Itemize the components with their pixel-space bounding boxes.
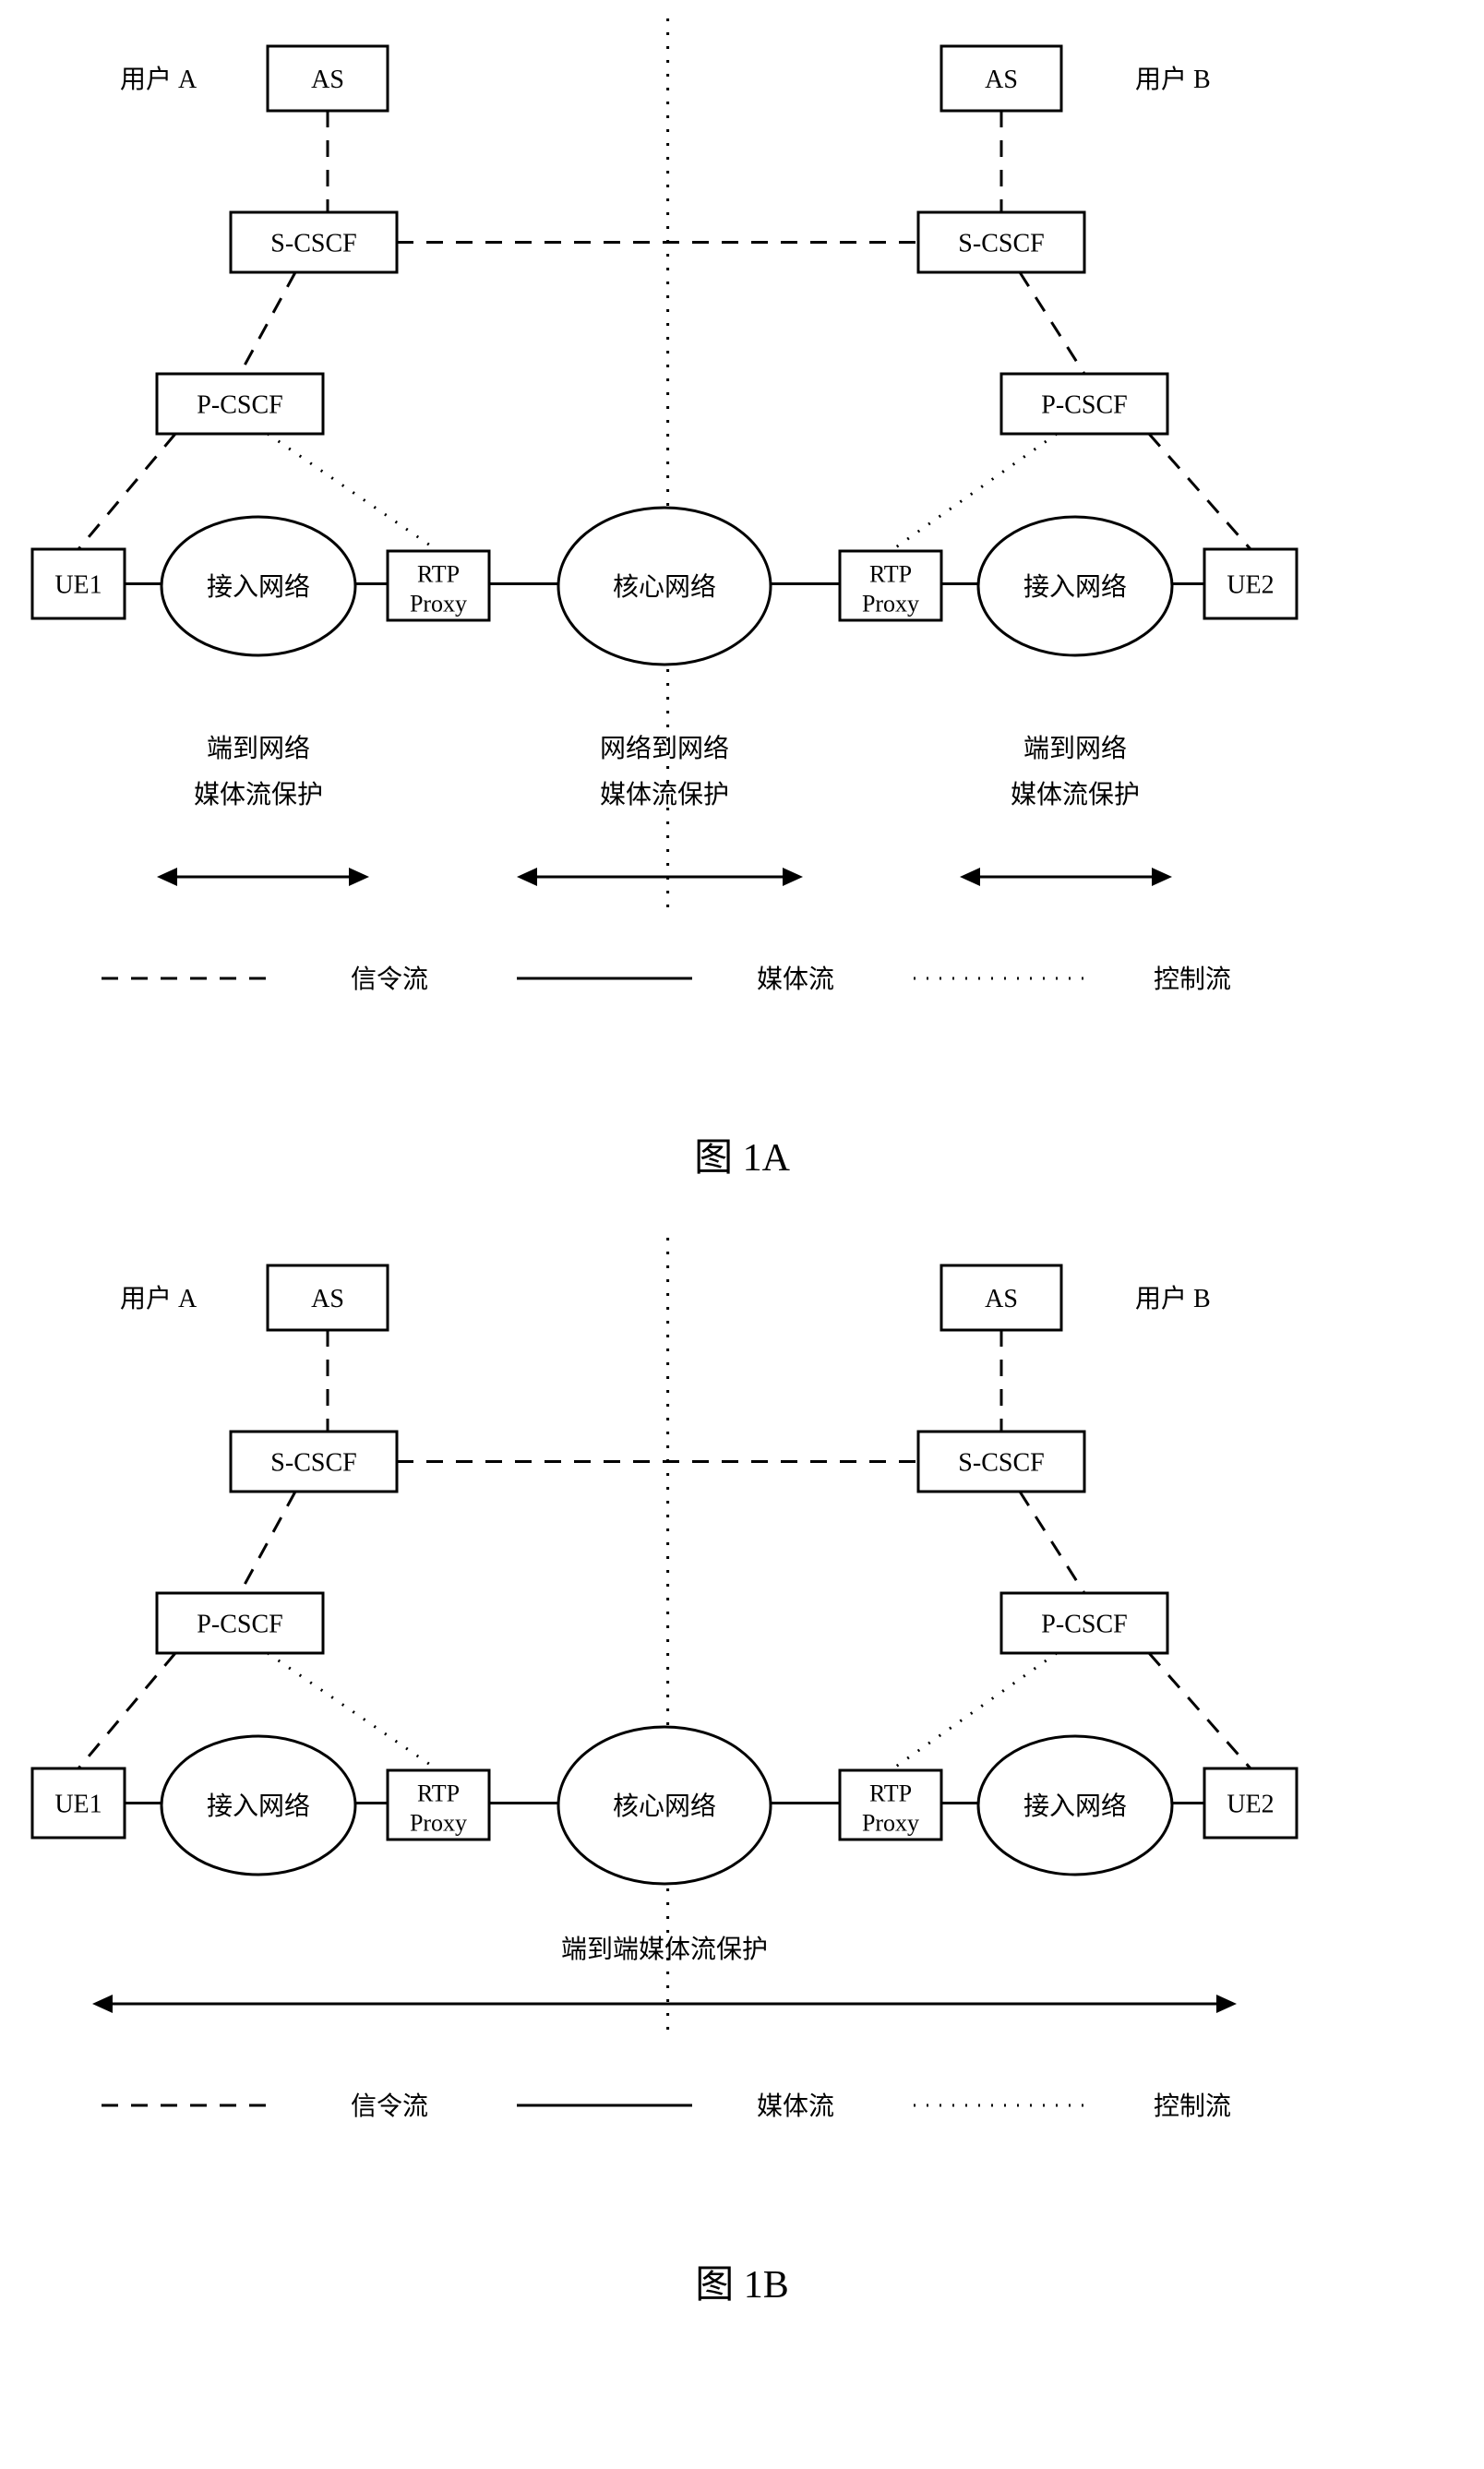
box-label: RTP — [869, 561, 912, 588]
box-label: P-CSCF — [197, 390, 282, 419]
box-label: UE1 — [54, 570, 102, 599]
figure-1b: 接入网络 核心网络 接入网络 AS AS S-CSCF S-CSCF P-CSCF P-CSCF… — [0, 1219, 1484, 2235]
legend-sig-label: 信令流 — [351, 965, 428, 994]
box-label: UE2 — [1227, 570, 1274, 599]
box-label: P-CSCF — [197, 1610, 282, 1638]
prot-label: 网络到网络 — [600, 734, 729, 763]
sig — [240, 1492, 295, 1593]
ellipse-label: 核心网络 — [613, 1792, 716, 1821]
caption-1b: 图 1B — [0, 2253, 1484, 2309]
sig — [78, 1653, 175, 1768]
prot-label: 端到网络 — [207, 734, 310, 763]
ellipse-label: 接入网络 — [207, 572, 310, 602]
prot-label: 媒体流保护 — [194, 780, 323, 809]
box-label: Proxy — [410, 591, 467, 617]
box-label: S-CSCF — [958, 229, 1044, 258]
box-label: P-CSCF — [1041, 390, 1127, 419]
arrow-head — [517, 868, 537, 886]
e2e-label: 端到端媒体流保护 — [561, 1935, 768, 1964]
caption-1a: 图 1A — [0, 1126, 1484, 1182]
arrow-head — [1152, 868, 1172, 886]
box-label: Proxy — [410, 1810, 467, 1837]
box-label: AS — [311, 66, 344, 94]
box-label: Proxy — [862, 1810, 919, 1837]
box-label: UE2 — [1227, 1790, 1274, 1818]
box-label: AS — [985, 66, 1018, 94]
sig — [1149, 1653, 1251, 1768]
sig — [1020, 1492, 1084, 1593]
figure-1a: 接入网络 核心网络 接入网络 AS AS S-CSCF S-CSCF P-CSCF P-CSCF… — [0, 0, 1484, 1108]
box-label: UE1 — [54, 1790, 102, 1818]
user-b-label: 用户 B — [1135, 1284, 1211, 1313]
ellipse-label: 接入网络 — [1023, 572, 1127, 602]
legend-ctrl-label: 控制流 — [1154, 2091, 1231, 2121]
legend-ctrl-label: 控制流 — [1154, 965, 1231, 994]
user-a-label: 用户 A — [120, 1284, 197, 1313]
box-label: P-CSCF — [1041, 1610, 1127, 1638]
box-label: S-CSCF — [958, 1448, 1044, 1477]
arrow-head — [1216, 1995, 1237, 2013]
prot-label: 端到网络 — [1023, 734, 1127, 763]
prot-label: 媒体流保护 — [600, 780, 729, 809]
box-label: S-CSCF — [270, 229, 356, 258]
ellipse-label: 核心网络 — [613, 572, 716, 602]
box-label: RTP — [417, 561, 460, 588]
box-label: AS — [311, 1285, 344, 1313]
ellipse-label: 接入网络 — [1023, 1792, 1127, 1821]
arrow-head — [157, 868, 177, 886]
legend-media-label: 媒体流 — [757, 965, 834, 994]
box-label: RTP — [869, 1780, 912, 1807]
box-label: Proxy — [862, 591, 919, 617]
sig — [78, 434, 175, 549]
legend-media-label: 媒体流 — [757, 2091, 834, 2121]
box-label: S-CSCF — [270, 1448, 356, 1477]
sig — [1020, 272, 1084, 374]
user-b-label: 用户 B — [1135, 65, 1211, 94]
box-label: RTP — [417, 1780, 460, 1807]
user-a-label: 用户 A — [120, 65, 197, 94]
sig — [1149, 434, 1251, 549]
prot-label: 媒体流保护 — [1011, 780, 1140, 809]
arrow-head — [960, 868, 980, 886]
arrow-head — [92, 1995, 113, 2013]
sig — [240, 272, 295, 374]
arrow-head — [783, 868, 803, 886]
legend-sig-label: 信令流 — [351, 2091, 428, 2121]
box-label: AS — [985, 1285, 1018, 1313]
ellipse-label: 接入网络 — [207, 1792, 310, 1821]
arrow-head — [349, 868, 369, 886]
